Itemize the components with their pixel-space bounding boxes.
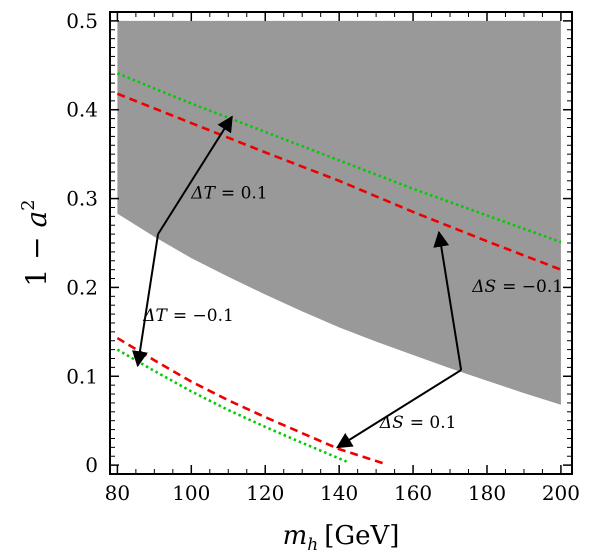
annotation-1: ΔT = 0.1 [190, 184, 267, 204]
annotation-4: ΔS = 0.1 [379, 413, 457, 433]
series-line-4 [116, 348, 348, 463]
series-group [116, 72, 562, 465]
series-line-2 [116, 92, 562, 271]
arrow-3 [433, 230, 463, 371]
y-axis-label-var: a [20, 211, 53, 228]
arrows-group [132, 115, 463, 449]
series-line-3 [116, 336, 384, 465]
y-tick-label: 0.2 [66, 275, 98, 299]
annotation-2: ΔT = −0.1 [142, 306, 234, 326]
y-tick-label: 0.5 [66, 9, 98, 33]
x-tick-label: 200 [542, 481, 580, 505]
y-tick-label: 0.4 [66, 98, 98, 122]
x-axis-label: mh [GeV] [283, 521, 400, 555]
x-tick-label: 120 [246, 481, 284, 505]
x-axis-label-main: m [283, 521, 308, 551]
y-tick-label: 0 [85, 453, 98, 477]
x-tick-label: 160 [394, 481, 432, 505]
arrow-4 [335, 369, 462, 449]
arrow-2 [132, 233, 160, 368]
ticks-group: 80 100 120 140 160 180 200 0 0.1 0.2 0.3 0.4 0.5 [66, 9, 580, 505]
series-line-1 [116, 72, 562, 244]
excluded-region [117, 20, 561, 405]
arrow-1 [157, 115, 233, 235]
x-axis-label-sub: h [307, 535, 318, 555]
y-axis-label: 1 − a2 [18, 199, 53, 286]
y-tick-label: 0.1 [66, 364, 98, 388]
shaded-region [117, 20, 561, 405]
x-tick-label: 100 [172, 481, 210, 505]
x-tick-label: 140 [320, 481, 358, 505]
annotation-3: ΔS = −0.1 [471, 277, 563, 297]
y-axis-label-prefix: 1 − [20, 228, 53, 287]
x-axis-label-unit: [GeV] [324, 521, 399, 551]
x-tick-label: 180 [468, 481, 506, 505]
y-axis-label-sup: 2 [18, 199, 39, 210]
annotations-group: ΔT = 0.1 ΔT = −0.1 ΔS = −0.1 ΔS = 0.1 [142, 184, 563, 433]
x-tick-label: 80 [105, 481, 130, 505]
y-tick-label: 0.3 [66, 187, 98, 211]
